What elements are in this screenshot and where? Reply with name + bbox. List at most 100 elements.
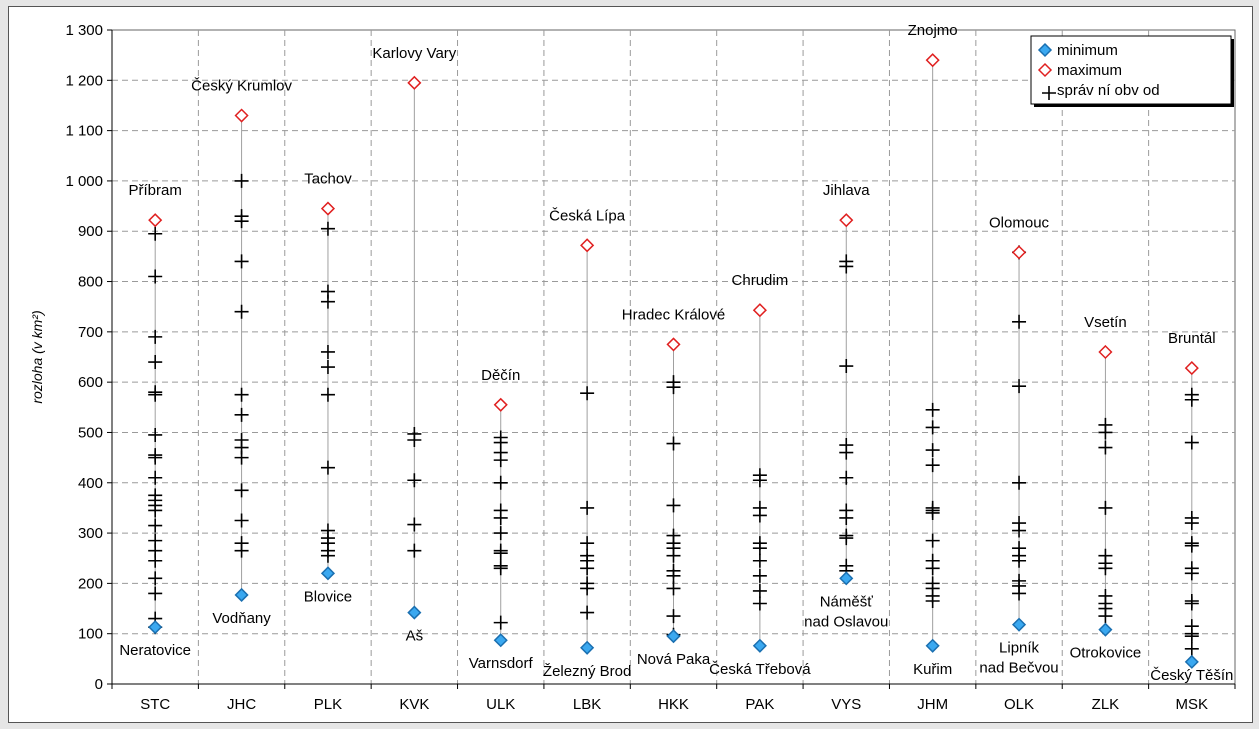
minimum-label: Kuřim	[913, 661, 952, 678]
minimum-marker	[1184, 654, 1199, 669]
district-marker	[925, 576, 940, 591]
district-marker	[234, 513, 249, 528]
maximum-marker	[580, 238, 595, 253]
district-marker	[839, 438, 854, 453]
district-marker	[320, 344, 335, 359]
x-tick-label: JHM	[917, 696, 948, 713]
district-marker	[148, 586, 163, 601]
y-tick-label: 1 200	[65, 72, 103, 89]
district-marker	[148, 448, 163, 463]
minimum-marker	[752, 638, 767, 653]
legend-minimum-marker	[1037, 42, 1053, 58]
legend-maximum-label: maximum	[1057, 62, 1122, 79]
district-marker	[580, 605, 595, 620]
minimum-marker	[148, 620, 163, 635]
district-marker	[148, 226, 163, 241]
minimum-marker	[839, 571, 854, 586]
y-tick-label: 100	[78, 626, 103, 643]
minimum-label: Aš	[406, 628, 424, 645]
legend-maximum-marker	[1037, 62, 1053, 78]
district-marker	[1098, 588, 1113, 603]
district-marker	[1012, 314, 1027, 329]
district-marker	[148, 427, 163, 442]
y-tick-label: 200	[78, 575, 103, 592]
y-tick-label: 500	[78, 424, 103, 441]
district-marker	[839, 503, 854, 518]
maximum-label: Hradec Králové	[622, 306, 725, 323]
district-marker	[234, 173, 249, 188]
x-tick-label: MSK	[1176, 696, 1209, 713]
maximum-marker	[148, 213, 163, 228]
district-marker	[925, 553, 940, 568]
district-marker	[752, 468, 767, 483]
legend-markers	[1037, 42, 1056, 100]
x-tick-label: KVK	[399, 696, 429, 713]
district-marker	[493, 543, 508, 558]
y-tick-label: 600	[78, 374, 103, 391]
district-marker	[493, 475, 508, 490]
district-marker	[1184, 387, 1199, 402]
maximum-marker	[1098, 344, 1113, 360]
x-tick-label: JHC	[227, 696, 256, 713]
chart-frame: 0 100 200 300 400 500 600 700 800 900 1 000 1 100 1 …	[8, 6, 1253, 723]
minimum-label: Nová Paka	[637, 651, 711, 668]
maximum-label: Znojmo	[908, 22, 958, 39]
x-tick-label: OLK	[1004, 696, 1034, 713]
point-labels: Příbram Neratovice Český Krumlov Vodňany Tac…	[119, 22, 1233, 684]
maximum-label: Karlovy Vary	[372, 45, 456, 62]
district-marker	[925, 402, 940, 417]
maximum-label: Olomouc	[989, 214, 1050, 231]
minimum-marker	[1098, 622, 1113, 637]
district-marker	[320, 387, 335, 402]
legend-obvod-marker	[1042, 86, 1056, 100]
district-marker	[1012, 516, 1027, 531]
district-marker	[234, 483, 249, 498]
minimum-marker	[234, 587, 249, 603]
maximum-marker	[407, 75, 422, 90]
district-marker	[234, 387, 249, 402]
minimum-marker	[580, 640, 595, 655]
y-tick-label: 700	[78, 324, 103, 341]
x-tick-label: PAK	[745, 696, 774, 713]
district-marker	[666, 375, 681, 390]
district-marker	[666, 563, 681, 578]
minimum-label: Otrokovice	[1070, 645, 1142, 662]
district-marker	[320, 221, 335, 236]
district-marker	[580, 386, 595, 401]
district-marker	[320, 360, 335, 375]
y-tick-label: 300	[78, 525, 103, 542]
district-marker	[234, 209, 249, 224]
district-marker	[752, 500, 767, 515]
maximum-marker	[234, 108, 249, 123]
legend-minimum-label: minimum	[1057, 42, 1118, 59]
y-tick-label: 900	[78, 223, 103, 240]
district-marker	[493, 558, 508, 573]
district-marker	[148, 269, 163, 284]
extreme-markers	[148, 53, 1199, 669]
district-marker	[925, 458, 940, 473]
minimum-label: Náměšť	[820, 593, 874, 610]
maximum-label: Příbram	[129, 182, 182, 199]
maximum-marker	[839, 213, 854, 228]
maximum-label: Vsetín	[1084, 314, 1127, 331]
district-marker	[1012, 475, 1027, 490]
district-marker	[1184, 593, 1199, 608]
x-tick-label: HKK	[658, 696, 689, 713]
district-marker	[666, 436, 681, 451]
district-marker	[1184, 619, 1199, 634]
district-marker	[580, 548, 595, 563]
district-marker	[493, 615, 508, 630]
y-axis-title: rozloha (v km²)	[29, 310, 45, 403]
district-marker	[493, 526, 508, 541]
district-marker	[1098, 417, 1113, 432]
maximum-label: Tachov	[304, 171, 352, 188]
district-marker	[752, 596, 767, 611]
y-tick-label: 400	[78, 475, 103, 492]
district-marker	[234, 407, 249, 422]
legend-obvod-label: správ ní obv od	[1057, 82, 1160, 99]
minimum-marker	[493, 633, 508, 648]
x-tick-label: LBK	[573, 696, 601, 713]
district-marker	[839, 470, 854, 485]
minimum-label: Lipník	[999, 640, 1040, 657]
district-marker	[1012, 379, 1027, 394]
